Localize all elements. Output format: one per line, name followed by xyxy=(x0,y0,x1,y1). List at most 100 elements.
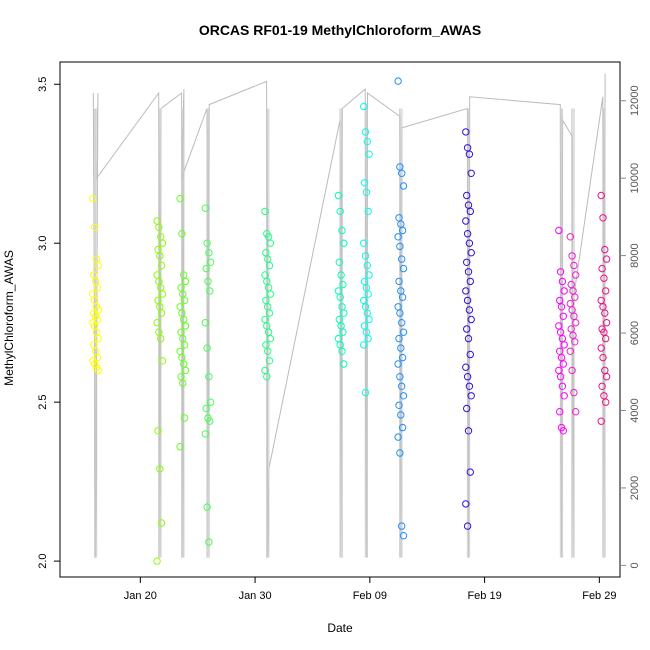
data-point xyxy=(339,280,347,289)
data-point xyxy=(597,417,605,425)
data-point xyxy=(463,325,471,333)
data-point xyxy=(207,258,215,266)
data-point xyxy=(559,360,567,368)
plot-frame xyxy=(59,61,621,578)
data-point xyxy=(360,341,368,349)
data-point xyxy=(361,388,370,397)
data-point xyxy=(597,344,605,352)
data-point xyxy=(394,433,402,441)
y-axis: 2.0 2.5 3.0 3.5 xyxy=(37,77,60,569)
data-point xyxy=(394,233,402,241)
data-point xyxy=(560,392,568,400)
data-point xyxy=(157,309,166,317)
data-point xyxy=(157,261,166,270)
data-point xyxy=(465,239,474,247)
data-point xyxy=(363,261,371,270)
data-point xyxy=(201,319,210,327)
data-point xyxy=(205,538,213,546)
data-point xyxy=(202,264,210,273)
data-point xyxy=(602,334,610,343)
data-point xyxy=(466,207,474,216)
y-tick-label: 2.5 xyxy=(37,395,49,410)
data-point xyxy=(206,417,214,425)
data-point xyxy=(558,277,567,286)
data-point xyxy=(466,277,474,286)
data-point xyxy=(153,319,161,327)
data-point xyxy=(462,128,470,136)
data-point xyxy=(265,309,274,317)
data-point xyxy=(360,239,368,247)
data-point xyxy=(337,271,345,279)
data-point xyxy=(180,341,189,349)
data-point xyxy=(94,366,103,375)
data-point xyxy=(360,179,369,187)
data-point xyxy=(566,347,574,355)
data-point xyxy=(398,353,407,362)
data-point xyxy=(396,449,404,457)
data-point xyxy=(180,414,189,422)
data-point xyxy=(396,373,404,381)
data-point xyxy=(464,334,473,343)
data-point xyxy=(158,239,167,247)
data-point xyxy=(462,500,470,508)
data-point xyxy=(203,239,211,247)
x-tick-label: Feb 09 xyxy=(353,590,387,602)
data-point xyxy=(398,382,406,390)
data-point xyxy=(397,411,405,419)
data-point xyxy=(338,347,346,355)
y-axis-label: MethylChloroform_AWAS xyxy=(2,250,16,386)
data-point xyxy=(566,233,574,241)
data-point xyxy=(465,382,474,390)
data-point xyxy=(463,373,472,381)
data-point xyxy=(157,334,165,343)
data-point xyxy=(395,334,403,343)
data-point xyxy=(560,341,568,349)
data-point xyxy=(205,373,213,381)
data-point xyxy=(361,252,370,260)
data-point xyxy=(207,398,215,406)
data-point xyxy=(571,293,579,301)
data-point xyxy=(364,290,372,298)
data-point xyxy=(602,287,610,295)
data-point xyxy=(91,223,99,232)
data-point xyxy=(466,468,474,476)
data-point xyxy=(202,404,210,413)
data-point xyxy=(599,214,607,222)
data-point xyxy=(181,366,190,375)
y-tick-label: 3.5 xyxy=(37,77,49,92)
data-point xyxy=(364,334,372,343)
data-point xyxy=(265,261,274,270)
data-point xyxy=(602,319,611,327)
data-point xyxy=(181,322,190,330)
x-axis-label: Date xyxy=(327,621,353,635)
data-point xyxy=(363,137,371,146)
data-point xyxy=(556,408,564,416)
data-point xyxy=(204,277,212,286)
data-point xyxy=(572,319,580,327)
data-point xyxy=(153,557,161,565)
data-point xyxy=(398,255,406,263)
x-tick-label: Jan 20 xyxy=(124,590,157,602)
data-point xyxy=(465,306,474,314)
data-point xyxy=(266,290,275,298)
data-point xyxy=(466,350,474,359)
data-point xyxy=(598,382,606,390)
data-point xyxy=(598,264,606,273)
data-point xyxy=(154,427,162,435)
data-point xyxy=(399,264,408,273)
data-point xyxy=(261,207,269,216)
data-point xyxy=(602,373,611,381)
data-point xyxy=(398,522,406,530)
data-point xyxy=(399,182,408,190)
data-point xyxy=(464,427,473,435)
data-point xyxy=(263,373,271,381)
data-point xyxy=(467,315,475,324)
x-tick-label: Feb 29 xyxy=(582,590,616,602)
data-point xyxy=(467,169,475,178)
data-point xyxy=(158,357,167,365)
data-point xyxy=(555,226,563,235)
data-point xyxy=(601,245,609,254)
data-point xyxy=(597,191,605,200)
data-point xyxy=(360,102,368,111)
